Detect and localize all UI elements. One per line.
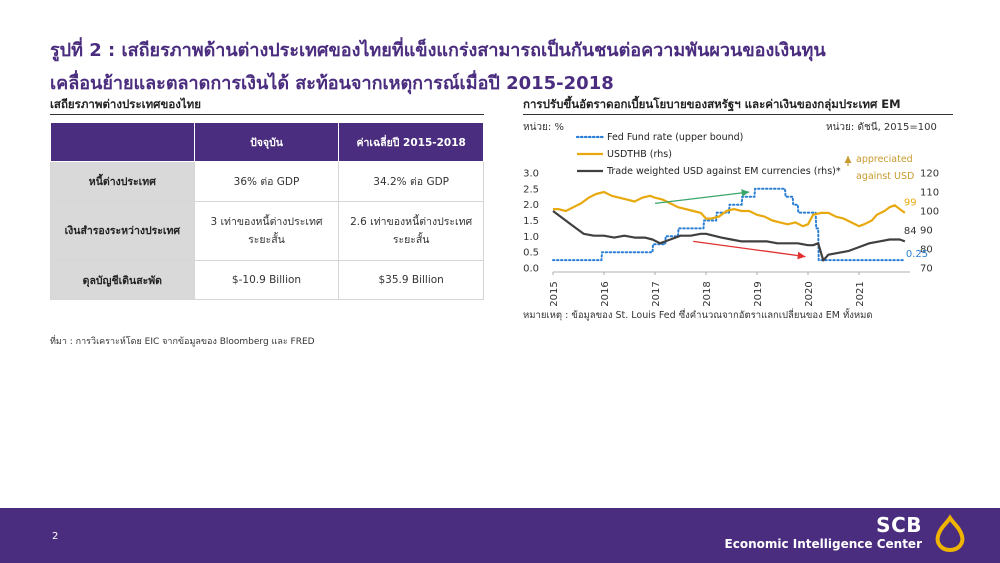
- usdthb-line: [553, 190, 906, 228]
- table-header-average: ค่าเฉลี่ยปี 2015-2018: [338, 122, 484, 162]
- brand-name: SCB: [876, 513, 922, 537]
- annotation-against-usd: against USD: [856, 171, 914, 182]
- fed-fund-rate-line: [552, 187, 906, 262]
- y-right-tick-label: 110: [920, 188, 939, 199]
- table-row: เงินสำรองระหว่างประเทศ 3 เท่าของหนี้ต่าง…: [50, 201, 484, 261]
- y-left-tick-label: 1.0: [523, 232, 539, 243]
- cell-external-debt-current: 36% ต่อ GDP: [193, 161, 340, 202]
- table-header-corner: [50, 122, 195, 162]
- red-trend-arrow: [693, 240, 806, 260]
- y-left-tick-label: 3.0: [523, 169, 539, 180]
- left-panel-subtitle: เสถียรภาพต่างประเทศของไทย: [50, 97, 201, 111]
- cell-reserves-current-line2: ระยะสั้น: [248, 234, 285, 246]
- y-right-tick-label: 90: [920, 226, 933, 237]
- green-trend-arrow: [654, 189, 750, 205]
- cell-current-account-current: $-10.9 Billion: [193, 260, 340, 300]
- scb-logo-icon: [935, 514, 965, 553]
- cell-reserves-average-line2: ระยะสั้น: [392, 234, 430, 246]
- x-tick-label: 2016: [600, 281, 611, 306]
- source-note: ที่มา : การวิเคราะห์โดย EIC จากข้อมูลของ…: [50, 337, 315, 347]
- y-right-tick-label: 80: [920, 245, 933, 256]
- page-number: 2: [52, 531, 59, 542]
- y-right-tick-label: 120: [920, 169, 939, 180]
- table-header-row: ปัจจุบัน ค่าเฉลี่ยปี 2015-2018: [50, 122, 484, 162]
- y-left-tick-label: 1.5: [523, 216, 539, 227]
- page-title-line1: รูปที่ 2 : เสถียรภาพด้านต่างประเทศของไทย…: [50, 40, 826, 61]
- cell-reserves-current: 3 เท่าของหนี้ต่างประเทศ ระยะสั้น: [193, 201, 340, 261]
- page-title-line2: เคลื่อนย้ายและตลาดการเงินได้ สะท้อนจากเห…: [50, 73, 614, 94]
- row-label-reserves: เงินสำรองระหว่างประเทศ: [50, 201, 195, 261]
- annotation-appreciated: appreciated: [856, 154, 913, 165]
- x-tick-label: 2015: [549, 281, 560, 306]
- cell-reserves-average: 2.6 เท่าของหนี้ต่างประเทศ ระยะสั้น: [338, 201, 484, 261]
- y-left-tick-label: 0.0: [523, 264, 539, 275]
- x-tick-label: 2018: [702, 281, 713, 306]
- legend-label: Fed Fund rate (upper bound): [607, 132, 743, 143]
- x-tick-label: 2020: [804, 281, 815, 306]
- footer-bar: [0, 508, 1000, 563]
- legend-label: USDTHB (rhs): [607, 149, 672, 160]
- row-label-external-debt: หนี้ต่างประเทศ: [50, 161, 195, 202]
- y-right-tick-label: 100: [920, 207, 939, 218]
- unit-right-label: หน่วย: ดัชนี, 2015=100: [826, 122, 937, 133]
- page-title: รูปที่ 2 : เสถียรภาพด้านต่างประเทศของไทย…: [50, 34, 970, 100]
- x-tick-label: 2019: [753, 281, 764, 306]
- em-end-label: 84: [904, 226, 917, 237]
- table-row: หนี้ต่างประเทศ 36% ต่อ GDP 34.2% ต่อ GDP: [50, 161, 484, 202]
- cell-reserves-average-line1: 2.6 เท่าของหนี้ต่างประเทศ: [350, 216, 473, 228]
- cell-current-account-average: $35.9 Billion: [338, 260, 484, 300]
- table-header-current: ปัจจุบัน: [193, 122, 340, 162]
- brand-block: SCB Economic Intelligence Center: [725, 514, 922, 552]
- x-tick-label: 2021: [855, 281, 866, 306]
- em-currencies-line: [552, 210, 906, 262]
- right-divider: [523, 114, 953, 115]
- x-tick-label: 2017: [651, 281, 662, 306]
- y-left-tick-label: 2.5: [523, 184, 539, 195]
- table-row: ดุลบัญชีเดินสะพัด $-10.9 Billion $35.9 B…: [50, 260, 484, 300]
- y-left-tick-label: 0.5: [523, 248, 539, 259]
- y-left-tick-label: 2.0: [523, 200, 539, 211]
- chart-note: หมายเหตุ : ข้อมูลของ St. Louis Fed ซึ่งค…: [523, 310, 873, 321]
- fed-end-label: 0.25: [906, 249, 928, 260]
- left-divider: [50, 114, 484, 115]
- y-right-tick-label: 70: [920, 264, 933, 275]
- unit-left-label: หน่วย: %: [523, 122, 564, 133]
- cell-external-debt-average: 34.2% ต่อ GDP: [338, 161, 484, 202]
- usdthb-end-label: 99: [904, 197, 917, 208]
- legend-label: Trade weighted USD against EM currencies…: [606, 166, 841, 177]
- right-panel-subtitle: การปรับขึ้นอัตราดอกเบี้ยนโยบายของสหรัฐฯ …: [523, 97, 901, 111]
- brand-center: Economic Intelligence Center: [724, 537, 922, 551]
- external-stability-table: ปัจจุบัน ค่าเฉลี่ยปี 2015-2018 หนี้ต่างป…: [50, 122, 484, 300]
- row-label-current-account: ดุลบัญชีเดินสะพัด: [50, 260, 195, 300]
- fed-rate-em-chart: 0.0 0.5 1.0 1.5 2.0 2.5 3.0 70 80 90 100 110 120 2015…: [523, 132, 939, 307]
- cell-reserves-current-line1: 3 เท่าของหนี้ต่างประเทศ: [210, 216, 323, 228]
